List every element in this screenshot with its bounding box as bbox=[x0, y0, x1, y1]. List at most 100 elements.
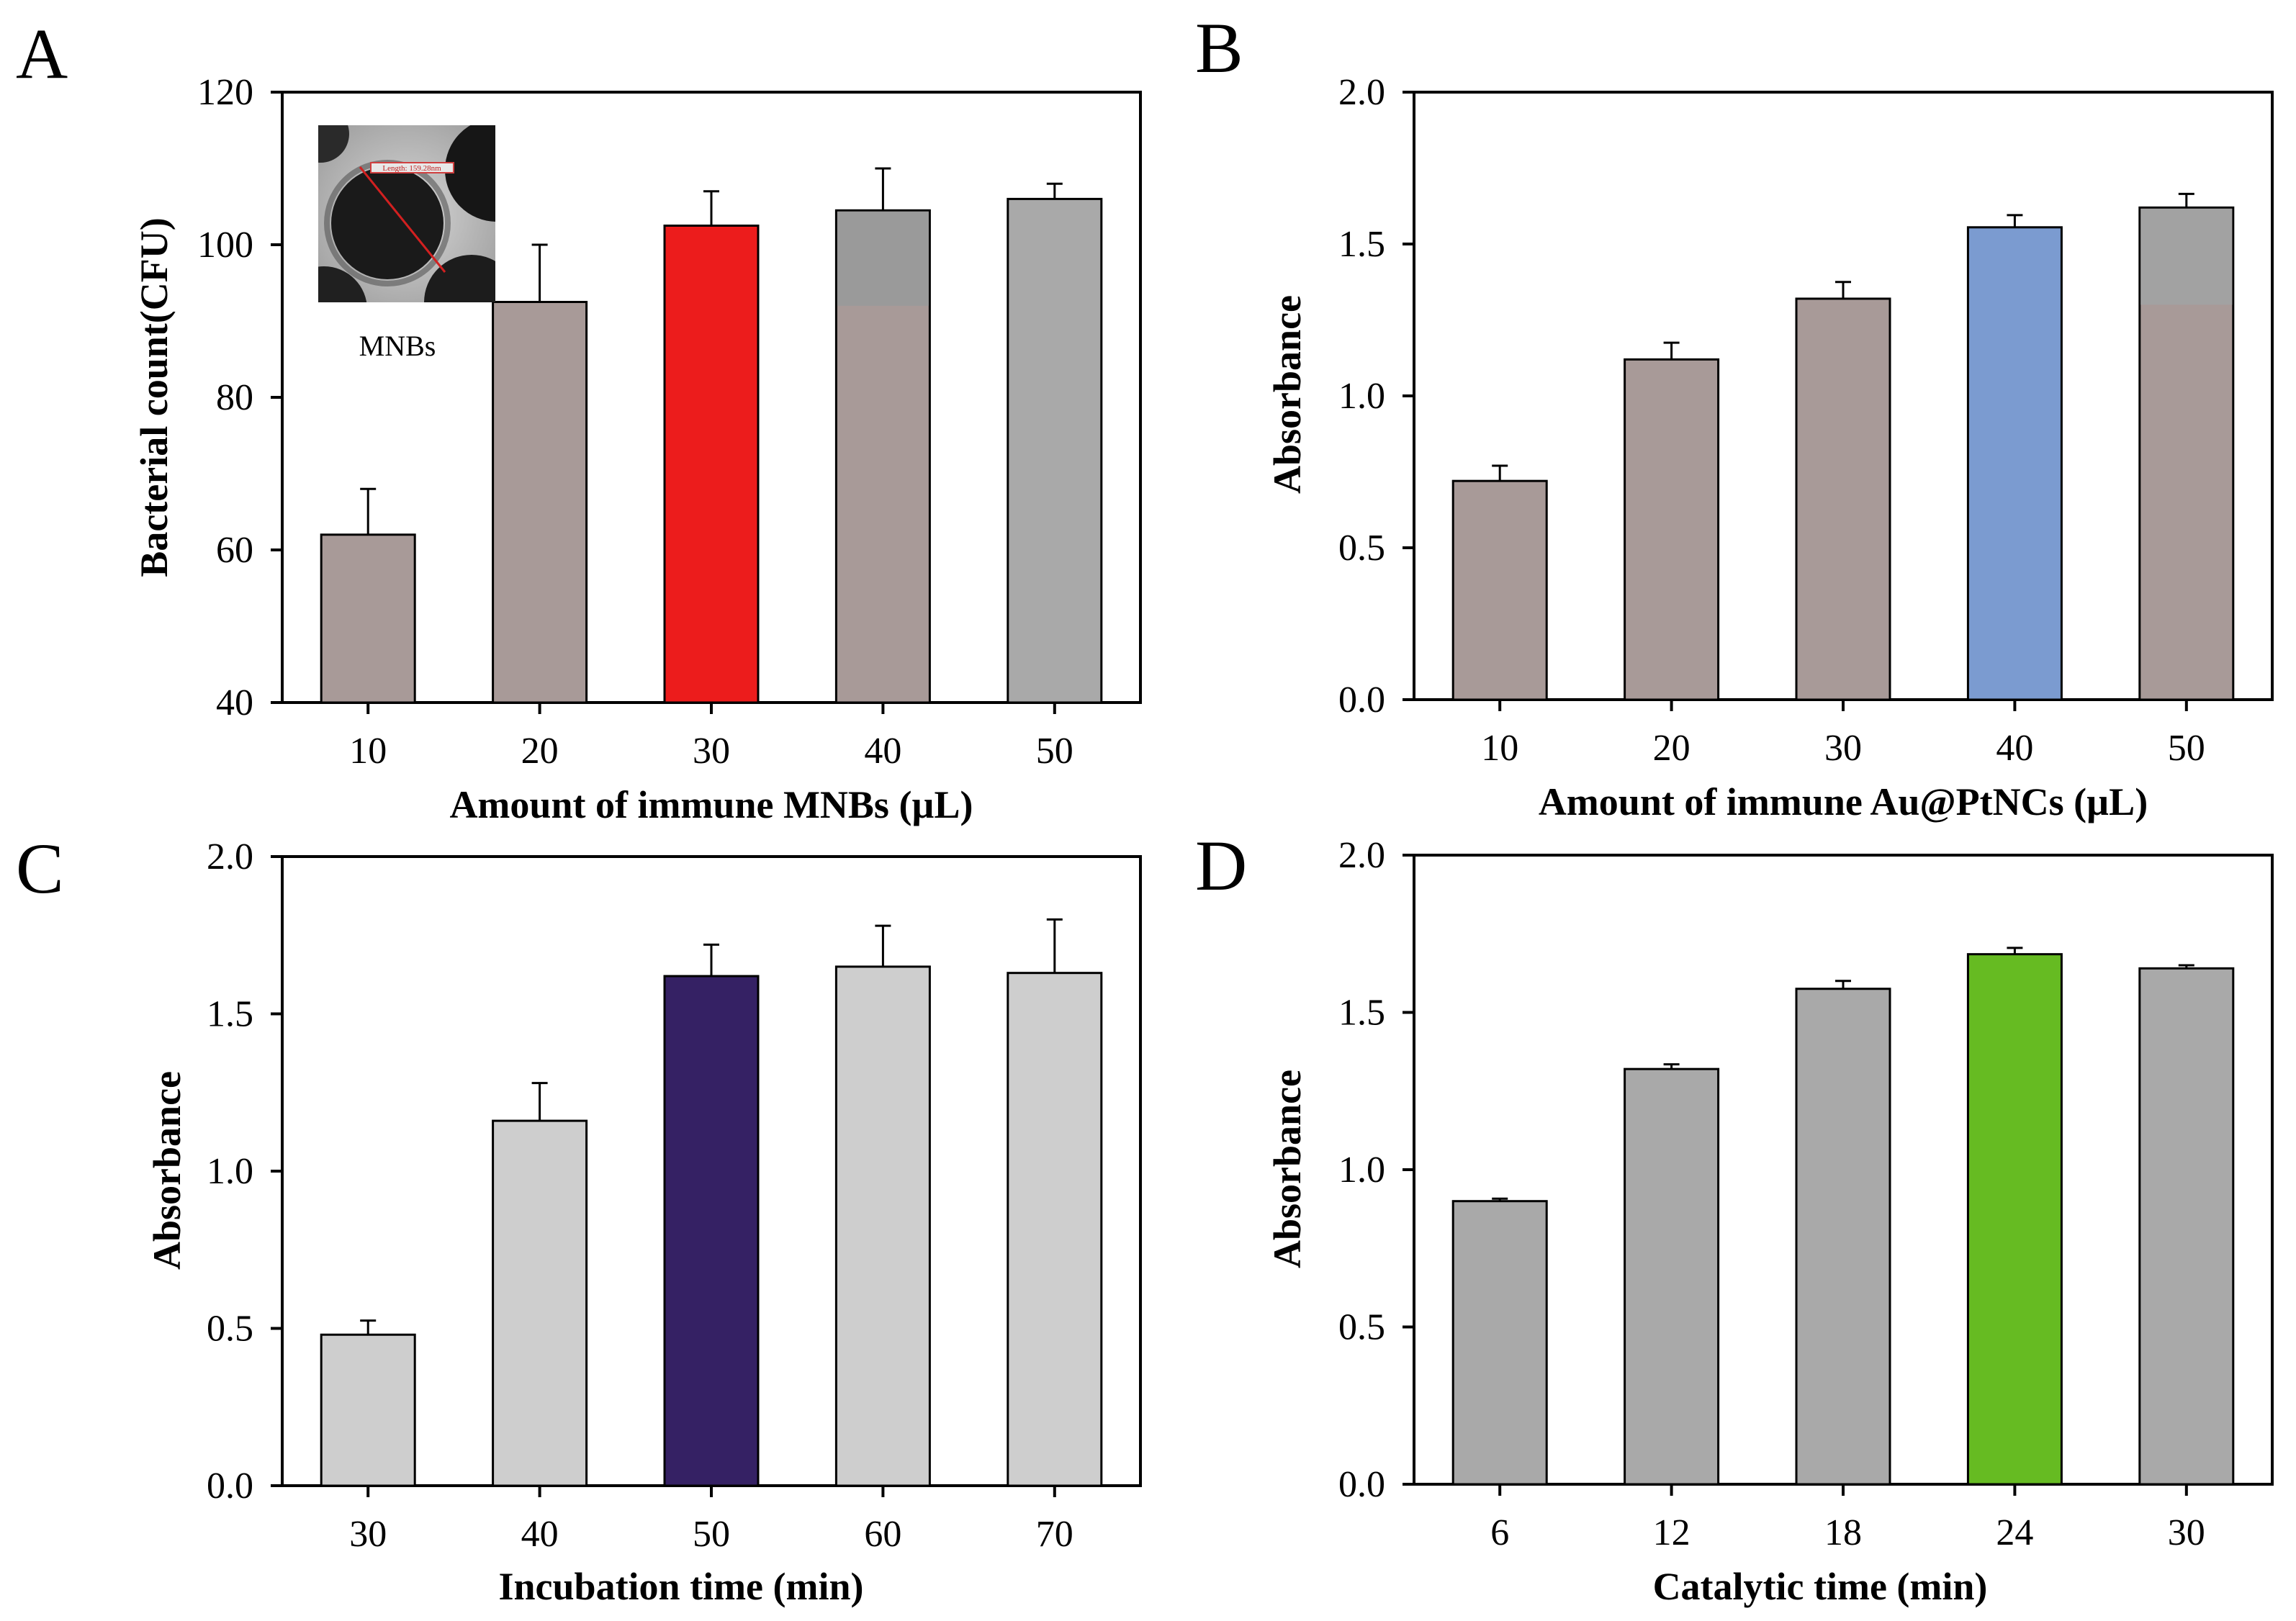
y-tick-label-b-3: 1.5 bbox=[1338, 224, 1385, 265]
error-bar-c-30 bbox=[360, 1319, 377, 1335]
error-bar-d-12 bbox=[1663, 1063, 1680, 1070]
bar-a-50 bbox=[1007, 197, 1103, 704]
y-tick-label-a-0: 40 bbox=[216, 682, 253, 723]
bar-d-6 bbox=[1451, 1200, 1548, 1486]
panel-letter-c: C bbox=[16, 828, 64, 908]
panel-c: C 0.0 0.5 1.0 1.5 2.0 30 40 50 60 70 Incubation … bbox=[16, 828, 1142, 1608]
x-tick-label-b-50: 50 bbox=[2168, 728, 2205, 769]
error-bar-a-50 bbox=[1046, 182, 1063, 199]
panel-letter-a: A bbox=[16, 14, 68, 94]
inset-caption: MNBs bbox=[359, 330, 436, 362]
bar-b-40 bbox=[1966, 226, 2063, 701]
x-tick-label-b-30: 30 bbox=[1824, 728, 1862, 769]
x-axis-a: 10 20 30 40 50 bbox=[349, 703, 1073, 772]
x-tick-label-b-20: 20 bbox=[1653, 728, 1691, 769]
bar-d-24 bbox=[1966, 953, 2063, 1486]
x-axis-title-d: Catalytic time (min) bbox=[1653, 1565, 1988, 1608]
y-tick-label-d-1: 0.5 bbox=[1338, 1307, 1385, 1348]
error-bar-a-20 bbox=[531, 243, 548, 302]
error-bar-a-40 bbox=[875, 167, 891, 211]
error-bar-d-6 bbox=[1492, 1197, 1508, 1201]
x-tick-label-a-50: 50 bbox=[1036, 731, 1073, 772]
x-tick-label-a-20: 20 bbox=[521, 731, 559, 772]
bar-b-20 bbox=[1624, 358, 1720, 701]
bar-c-70 bbox=[1007, 972, 1103, 1487]
error-bar-a-10 bbox=[360, 487, 377, 535]
bar-d-18 bbox=[1795, 988, 1891, 1486]
panel-b: B 0.0 0.5 1.0 1.5 2.0 10 20 30 40 50 Amount of i… bbox=[1195, 8, 2274, 823]
error-bar-b-40 bbox=[2007, 214, 2023, 227]
tem-inset-image: Length: 159.28nm bbox=[318, 125, 495, 302]
y-tick-label-d-4: 2.0 bbox=[1338, 835, 1385, 876]
error-bar-b-30 bbox=[1835, 281, 1851, 299]
bar-c-60 bbox=[834, 965, 931, 1487]
bar-d-30 bbox=[2138, 967, 2235, 1486]
error-bar-c-70 bbox=[1046, 918, 1063, 973]
bars-d bbox=[1451, 947, 2235, 1486]
x-tick-label-d-12: 12 bbox=[1653, 1512, 1691, 1553]
y-tick-label-a-1: 60 bbox=[216, 530, 253, 571]
bars-a bbox=[320, 167, 1103, 704]
y-tick-label-d-3: 1.5 bbox=[1338, 993, 1385, 1034]
error-bar-c-40 bbox=[531, 1082, 548, 1121]
y-tick-label-c-0: 0.0 bbox=[207, 1466, 253, 1507]
y-axis-title-a: Bacterial count(CFU) bbox=[132, 217, 176, 577]
x-axis-d: 6 12 18 24 30 bbox=[1490, 1484, 2205, 1553]
y-tick-label-d-0: 0.0 bbox=[1338, 1464, 1385, 1505]
x-tick-label-c-60: 60 bbox=[864, 1514, 901, 1555]
bar-upper-a-40 bbox=[837, 211, 929, 306]
bar-upper-b-50 bbox=[2140, 208, 2233, 305]
error-bar-b-50 bbox=[2178, 192, 2194, 208]
x-axis-title-b: Amount of immune Au@PtNCs (µL) bbox=[1539, 780, 2148, 823]
x-tick-label-b-10: 10 bbox=[1481, 728, 1518, 769]
y-tick-label-a-4: 120 bbox=[197, 72, 253, 113]
bar-b-30 bbox=[1795, 297, 1891, 701]
error-bar-b-10 bbox=[1492, 464, 1508, 482]
y-axis-title-c: Absorbance bbox=[145, 1071, 189, 1270]
x-tick-label-a-40: 40 bbox=[864, 731, 901, 772]
x-tick-label-d-30: 30 bbox=[2168, 1512, 2205, 1553]
y-axis-c: 0.0 0.5 1.0 1.5 2.0 bbox=[207, 836, 282, 1507]
y-tick-label-a-2: 80 bbox=[216, 377, 253, 418]
error-bar-b-20 bbox=[1663, 341, 1680, 360]
y-tick-label-c-3: 1.5 bbox=[207, 994, 253, 1035]
inset-scale-label: Length: 159.28nm bbox=[382, 164, 441, 173]
x-tick-label-a-30: 30 bbox=[693, 731, 730, 772]
x-tick-label-c-30: 30 bbox=[349, 1514, 387, 1555]
y-tick-label-b-1: 0.5 bbox=[1338, 528, 1385, 569]
x-axis-c: 30 40 50 60 70 bbox=[349, 1486, 1073, 1555]
x-tick-label-b-40: 40 bbox=[1996, 728, 2033, 769]
y-axis-title-d: Absorbance bbox=[1266, 1070, 1309, 1268]
y-tick-label-d-2: 1.0 bbox=[1338, 1150, 1385, 1191]
y-tick-label-b-2: 1.0 bbox=[1338, 376, 1385, 417]
error-bar-c-50 bbox=[703, 943, 719, 977]
x-tick-label-c-50: 50 bbox=[693, 1514, 730, 1555]
y-axis-d: 0.0 0.5 1.0 1.5 2.0 bbox=[1338, 835, 1414, 1505]
panel-a: A 40 60 80 100 120 10 20 30 40 50 Amount of immu… bbox=[16, 14, 1142, 826]
bar-a-30 bbox=[663, 225, 760, 704]
x-axis-title-c: Incubation time (min) bbox=[498, 1565, 863, 1608]
bar-a-20 bbox=[492, 301, 588, 704]
bar-a-10 bbox=[320, 533, 416, 704]
panel-d: D 0.0 0.5 1.0 1.5 2.0 6 12 18 24 30 Catalytic ti… bbox=[1195, 826, 2274, 1608]
y-tick-label-c-2: 1.0 bbox=[207, 1151, 253, 1192]
x-tick-label-a-10: 10 bbox=[349, 731, 387, 772]
bar-b-10 bbox=[1451, 479, 1548, 701]
x-tick-label-d-24: 24 bbox=[1996, 1512, 2033, 1553]
bars-b bbox=[1451, 192, 2235, 701]
x-tick-label-d-18: 18 bbox=[1824, 1512, 1862, 1553]
error-bar-d-30 bbox=[2178, 964, 2194, 969]
y-tick-label-a-3: 100 bbox=[197, 225, 253, 266]
bar-c-30 bbox=[320, 1333, 416, 1487]
x-axis-title-a: Amount of immune MNBs (µL) bbox=[449, 783, 973, 826]
bar-d-12 bbox=[1624, 1067, 1720, 1486]
x-axis-b: 10 20 30 40 50 bbox=[1481, 700, 2205, 769]
error-bar-d-18 bbox=[1835, 980, 1851, 989]
x-tick-label-c-70: 70 bbox=[1036, 1514, 1073, 1555]
y-axis-b: 0.0 0.5 1.0 1.5 2.0 bbox=[1338, 72, 1414, 721]
y-tick-label-b-4: 2.0 bbox=[1338, 72, 1385, 113]
error-bar-d-24 bbox=[2007, 947, 2023, 954]
bar-c-40 bbox=[492, 1119, 588, 1487]
y-axis-a: 40 60 80 100 120 bbox=[197, 72, 282, 723]
